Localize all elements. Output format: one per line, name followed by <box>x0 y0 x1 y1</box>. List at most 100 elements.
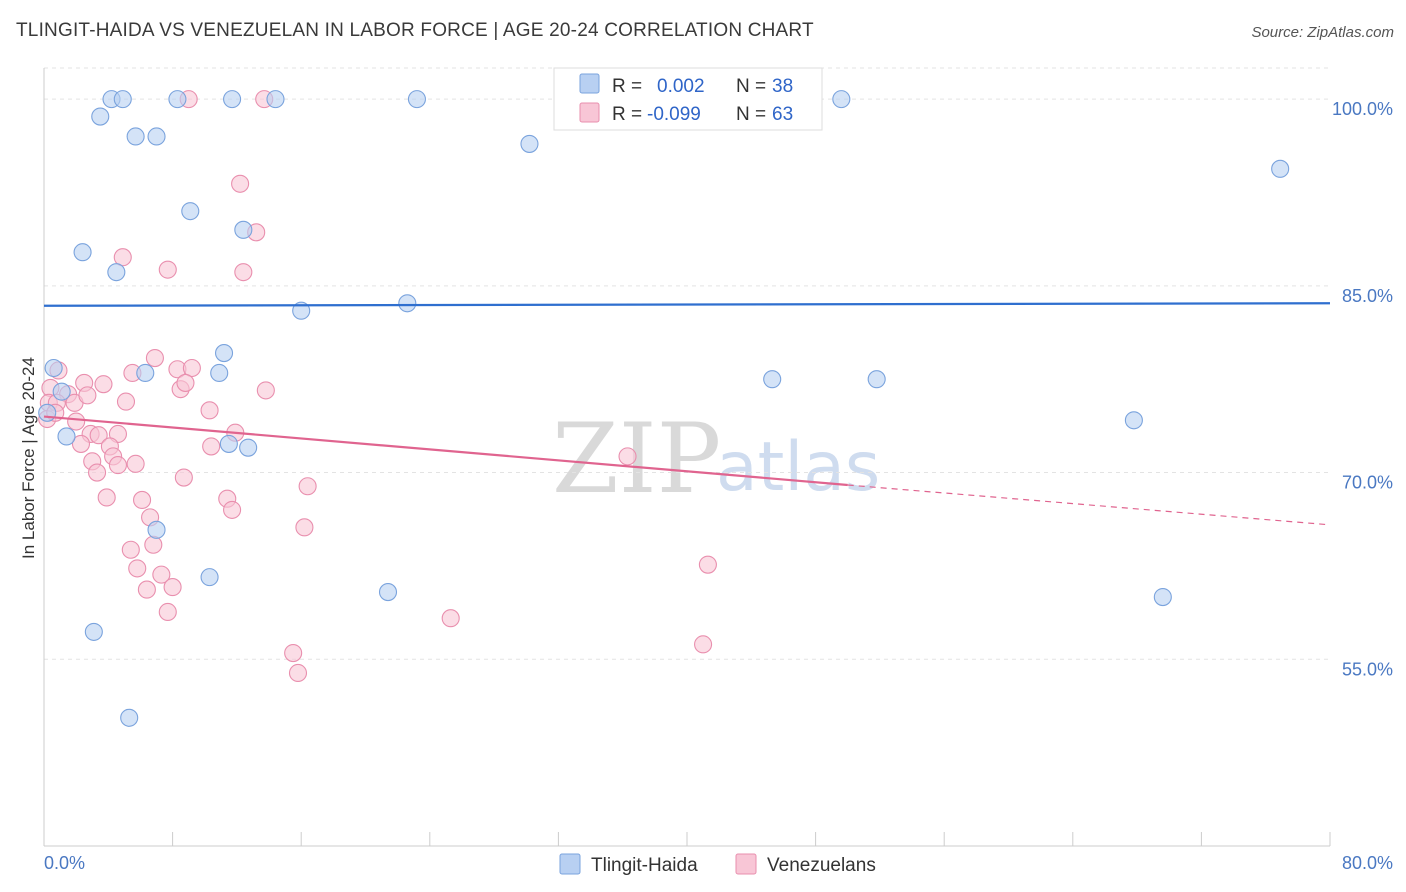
tlingit-point <box>147 520 166 539</box>
venezuelan-point <box>694 635 713 654</box>
tlingit-point <box>52 382 71 401</box>
watermark-zip: ZIP <box>552 403 721 515</box>
tlingit-point <box>181 202 200 221</box>
venezuelan-point <box>113 248 132 267</box>
venezuelan-point <box>128 559 147 578</box>
x-tick-label-min: 0.0% <box>44 853 85 873</box>
tlingit-point <box>1124 411 1143 430</box>
x-tick-label-max: 80.0% <box>1342 853 1393 873</box>
legend-r-label-venezuelans: R = <box>612 104 642 125</box>
tlingit-point <box>407 90 426 109</box>
legend-n-label-tlingit: N = <box>736 76 766 97</box>
legend-n-label-venezuelans: N = <box>736 104 766 125</box>
venezuelan-point <box>298 477 317 496</box>
tlingit-point <box>266 90 285 109</box>
y-axis-title: In Labor Force | Age 20-24 <box>19 357 38 559</box>
legend-r-label-tlingit: R = <box>612 76 642 97</box>
venezuelan-trend-extension <box>847 484 1331 526</box>
venezuelan-point <box>176 373 195 392</box>
venezuelan-point <box>698 555 717 574</box>
venezuelan-point <box>234 263 253 282</box>
x-axis-ticks <box>43 832 1331 846</box>
tlingit-point <box>763 370 782 389</box>
tlingit-point <box>91 107 110 126</box>
venezuelan-point <box>256 381 275 400</box>
tlingit-point <box>113 90 132 109</box>
venezuelan-point <box>152 565 171 584</box>
tlingit-trend-line <box>43 302 1331 307</box>
tlingit-point <box>136 363 155 383</box>
venezuelan-point <box>158 602 177 622</box>
tlingit-point <box>520 134 539 153</box>
venezuelan-point <box>295 518 314 537</box>
tlingit-point <box>378 583 398 602</box>
watermark-atlas: atlas <box>716 428 880 507</box>
tlingit-point <box>168 90 187 109</box>
venezuelan-point <box>223 500 242 519</box>
y-tick-label: 85.0% <box>1342 286 1393 306</box>
venezuelan-point <box>145 348 164 368</box>
venezuelan-point <box>87 463 107 482</box>
venezuelan-point <box>133 490 152 509</box>
tlingit-point <box>234 220 253 239</box>
tlingit-point <box>200 568 219 587</box>
venezuelan-point <box>288 663 308 683</box>
venezuelan-point <box>284 644 303 663</box>
tlingit-point <box>867 370 886 389</box>
venezuelan-point <box>137 580 156 599</box>
tlingit-point <box>214 344 234 363</box>
grid-lines <box>44 67 1330 660</box>
bottom-legend-label-tlingit: Tlingit-Haida <box>591 855 698 876</box>
tlingit-point <box>107 263 126 282</box>
tlingit-point <box>1271 159 1290 178</box>
legend-swatch-venezuelans <box>579 102 600 123</box>
y-axis-tick-labels: 55.0% 70.0% 85.0% 100.0% <box>1332 99 1393 679</box>
bottom-legend-swatch-venezuelans <box>735 853 757 875</box>
tlingit-point <box>1153 587 1172 607</box>
tlingit-point <box>57 427 76 446</box>
venezuelan-point <box>78 386 97 405</box>
tlingit-point <box>223 90 242 109</box>
legend-r-value-venezuelans: -0.099 <box>647 104 701 125</box>
venezuelan-point <box>174 468 193 487</box>
venezuelan-point <box>231 174 250 193</box>
legend-r-value-tlingit: 0.002 <box>657 76 705 97</box>
legend-n-value-tlingit: 38 <box>772 76 793 97</box>
tlingit-point <box>38 403 57 422</box>
venezuelan-point <box>126 454 145 473</box>
tlingit-point <box>292 301 311 320</box>
venezuelan-point <box>94 375 113 394</box>
tlingit-point <box>73 243 92 262</box>
venezuelan-point <box>202 437 221 456</box>
venezuelan-point <box>108 456 127 475</box>
venezuelan-point <box>158 260 177 279</box>
tlingit-point <box>398 294 417 313</box>
chart-title: TLINGIT-HAIDA VS VENEZUELAN IN LABOR FOR… <box>16 20 814 41</box>
venezuelan-point <box>163 578 182 597</box>
venezuelan-point <box>144 535 163 554</box>
tlingit-point <box>147 127 166 146</box>
tlingit-point <box>126 127 145 146</box>
venezuelan-point <box>116 392 136 411</box>
tlingit-point <box>239 438 258 457</box>
venezuelan-trend-line <box>43 415 848 487</box>
tlingit-point <box>210 363 229 383</box>
venezuelan-point <box>97 488 116 507</box>
venezuelan-point <box>200 401 219 420</box>
venezuelan-point <box>618 447 637 466</box>
venezuelan-point <box>67 412 86 431</box>
tlingit-point <box>219 434 238 453</box>
bottom-legend-swatch-tlingit <box>559 853 581 875</box>
trend-lines <box>43 302 1331 526</box>
venezuelan-point <box>71 434 91 453</box>
tlingit-point <box>84 622 103 641</box>
watermark: ZIP atlas <box>552 403 880 515</box>
y-tick-label: 100.0% <box>1332 99 1393 119</box>
venezuelan-point <box>441 609 460 628</box>
y-tick-label: 70.0% <box>1342 473 1393 493</box>
venezuelan-point <box>121 540 140 559</box>
tlingit-point <box>44 358 63 378</box>
correlation-legend: R = 0.002 N = 38 R = -0.099 N = 63 <box>553 67 823 131</box>
venezuelan-point <box>89 426 108 445</box>
